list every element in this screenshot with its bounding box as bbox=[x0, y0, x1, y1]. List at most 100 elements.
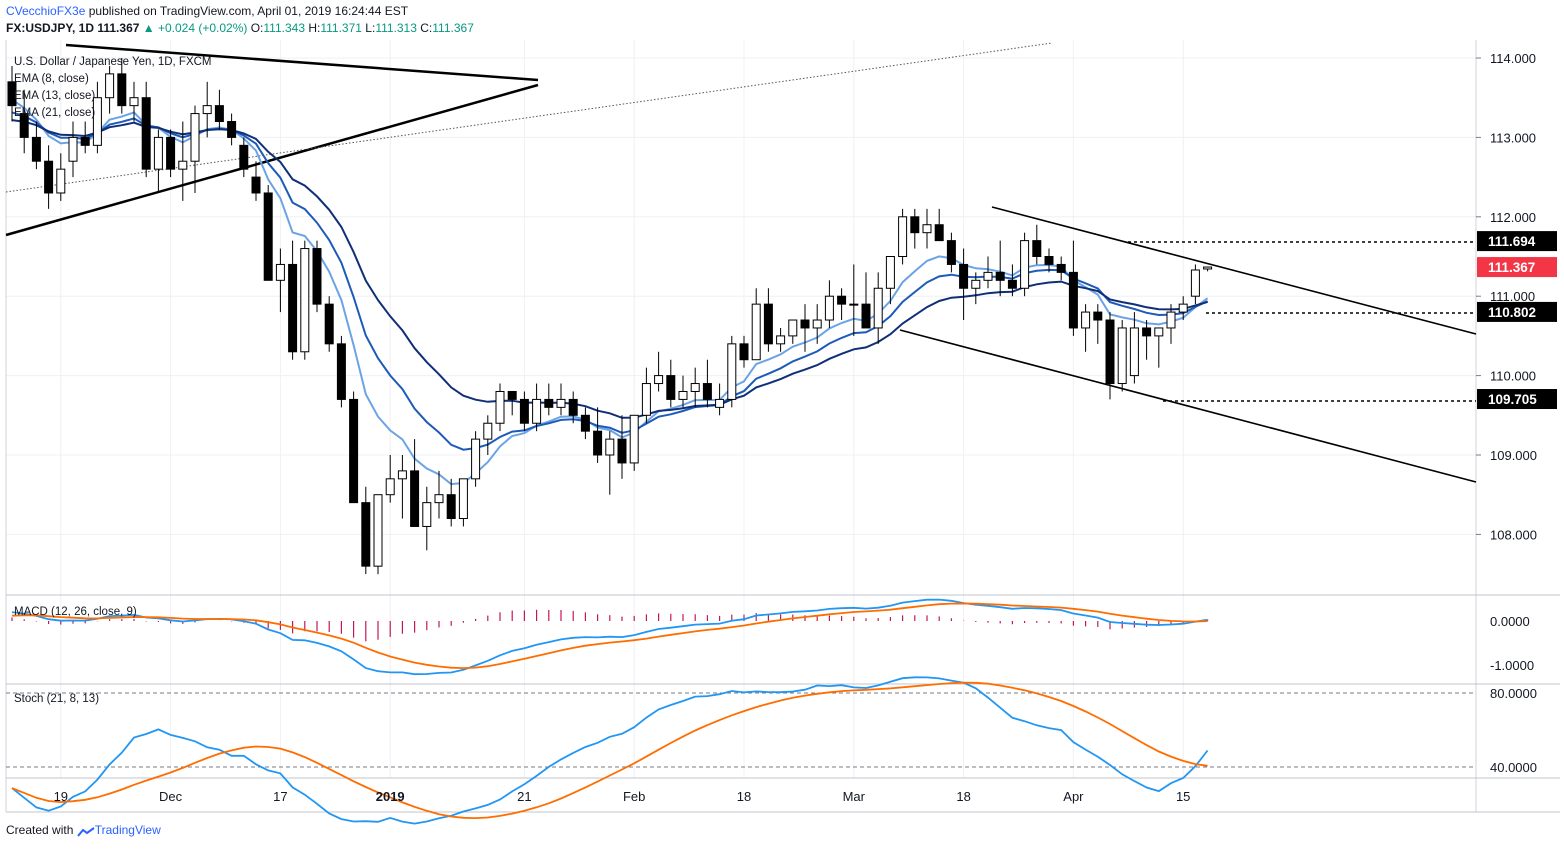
stoch-y-tick-label: 40.0000 bbox=[1490, 760, 1537, 775]
candle-down bbox=[959, 263, 969, 289]
price-tag-bg bbox=[1477, 301, 1557, 322]
candle-down bbox=[1032, 240, 1042, 257]
candle-up bbox=[629, 414, 639, 464]
author-link[interactable]: CVecchioFX3e bbox=[6, 4, 86, 18]
candle-up bbox=[1081, 311, 1091, 329]
candle-down bbox=[580, 414, 590, 432]
x-tick-label: 2019 bbox=[376, 789, 405, 804]
candle-down bbox=[800, 319, 810, 329]
candle-down bbox=[166, 136, 176, 170]
stoch-pane bbox=[11, 676, 1209, 825]
chart-frame bbox=[5, 40, 1560, 813]
candle-down bbox=[1007, 279, 1017, 289]
candle-up bbox=[422, 502, 432, 527]
candle-down bbox=[1056, 263, 1066, 273]
candle-up bbox=[275, 263, 285, 281]
candle-up bbox=[751, 303, 761, 361]
macd-line bbox=[11, 598, 1208, 676]
candle-up bbox=[885, 256, 895, 289]
candle-up bbox=[556, 398, 566, 408]
candle-up bbox=[727, 343, 737, 400]
candle-down bbox=[44, 160, 54, 194]
x-tick-label: Dec bbox=[159, 789, 183, 804]
candle-down bbox=[1142, 327, 1152, 337]
y-tick-label: 114.000 bbox=[1490, 51, 1536, 66]
x-tick-label: Feb bbox=[623, 789, 645, 804]
x-tick-label: 17 bbox=[273, 789, 287, 804]
price-tag: 110.802 bbox=[1477, 301, 1557, 322]
publish-text: published on TradingView.com, April 01, … bbox=[85, 4, 409, 18]
candle-down bbox=[263, 192, 273, 281]
price-tag: 111.694 bbox=[1477, 231, 1557, 252]
tradingview-brand[interactable]: TradingView bbox=[94, 823, 161, 837]
trendline-drawings[interactable] bbox=[5, 42, 1477, 483]
candle-down bbox=[361, 502, 371, 567]
open-value: 111.343 bbox=[263, 21, 305, 35]
candle-down bbox=[837, 295, 847, 305]
candle-up bbox=[1020, 240, 1030, 289]
close-label: C: bbox=[420, 21, 433, 35]
candle-down bbox=[31, 136, 41, 162]
candle-up bbox=[202, 105, 212, 115]
y-tick-label: 113.000 bbox=[1490, 130, 1536, 145]
candle-down bbox=[666, 375, 676, 400]
ema-lines bbox=[11, 98, 1209, 486]
stoch-bands bbox=[6, 692, 1476, 768]
tradingview-logo-icon bbox=[76, 826, 95, 837]
candle-up bbox=[1203, 266, 1213, 270]
candle-down bbox=[312, 248, 322, 305]
candlesticks bbox=[7, 58, 1213, 575]
candle-up bbox=[812, 319, 822, 329]
candle-up bbox=[654, 375, 664, 385]
grid-lines bbox=[6, 40, 1476, 778]
x-tick-label: 21 bbox=[517, 789, 531, 804]
candle-down bbox=[995, 271, 1005, 281]
candle-up bbox=[788, 319, 798, 337]
low-label: L: bbox=[365, 21, 376, 35]
time-axis[interactable]: 19 Dec 17 2019 21 Feb 18 Mar 18 Apr 15 bbox=[54, 789, 1191, 804]
candle-up bbox=[690, 383, 700, 392]
x-tick-label: 15 bbox=[1176, 789, 1190, 804]
price-tag-bg bbox=[1477, 389, 1557, 410]
channel-lower-line bbox=[899, 329, 1477, 483]
candle-down bbox=[1105, 319, 1115, 385]
candle-up bbox=[373, 494, 383, 567]
candle-up bbox=[1129, 327, 1139, 377]
candle-up bbox=[641, 383, 651, 416]
candle-up bbox=[300, 248, 310, 353]
candle-up bbox=[397, 470, 407, 480]
stoch-d-line bbox=[11, 681, 1208, 820]
candle-up bbox=[849, 303, 859, 306]
candle-down bbox=[324, 303, 334, 345]
candle-down bbox=[946, 240, 956, 265]
close-value: 111.367 bbox=[432, 21, 474, 35]
candle-up bbox=[1166, 311, 1176, 329]
candle-down bbox=[702, 383, 712, 400]
price-tag-label: 109.705 bbox=[1488, 392, 1537, 407]
candle-up bbox=[68, 136, 78, 162]
low-value: 111.313 bbox=[375, 21, 417, 35]
candle-down bbox=[1093, 311, 1103, 321]
candle-up bbox=[1190, 269, 1200, 297]
candle-down bbox=[288, 263, 298, 353]
price-tag: 111.367 bbox=[1477, 257, 1557, 278]
candle-down bbox=[934, 224, 944, 242]
macd-signal-line bbox=[11, 602, 1208, 670]
candle-down bbox=[251, 176, 261, 194]
x-tick-label: 18 bbox=[737, 789, 751, 804]
candle-up bbox=[678, 390, 688, 400]
price-axis[interactable]: 114.000 113.000 112.000 111.000 110.000 109.0… bbox=[1476, 51, 1537, 775]
macd-legend: MACD (12, 26, close, 9) bbox=[14, 606, 137, 618]
candle-up bbox=[56, 168, 66, 194]
price-tag-bg bbox=[1477, 257, 1557, 278]
stoch-k-line bbox=[11, 676, 1209, 825]
y-tick-label: 108.000 bbox=[1490, 527, 1537, 542]
candle-down bbox=[349, 398, 359, 504]
y-tick-label: 109.000 bbox=[1490, 448, 1537, 463]
candle-down bbox=[7, 81, 17, 107]
high-value: 111.371 bbox=[320, 21, 362, 35]
ema21-line bbox=[11, 119, 1208, 419]
candle-up bbox=[824, 295, 834, 321]
y-tick-label: 110.000 bbox=[1490, 369, 1536, 384]
